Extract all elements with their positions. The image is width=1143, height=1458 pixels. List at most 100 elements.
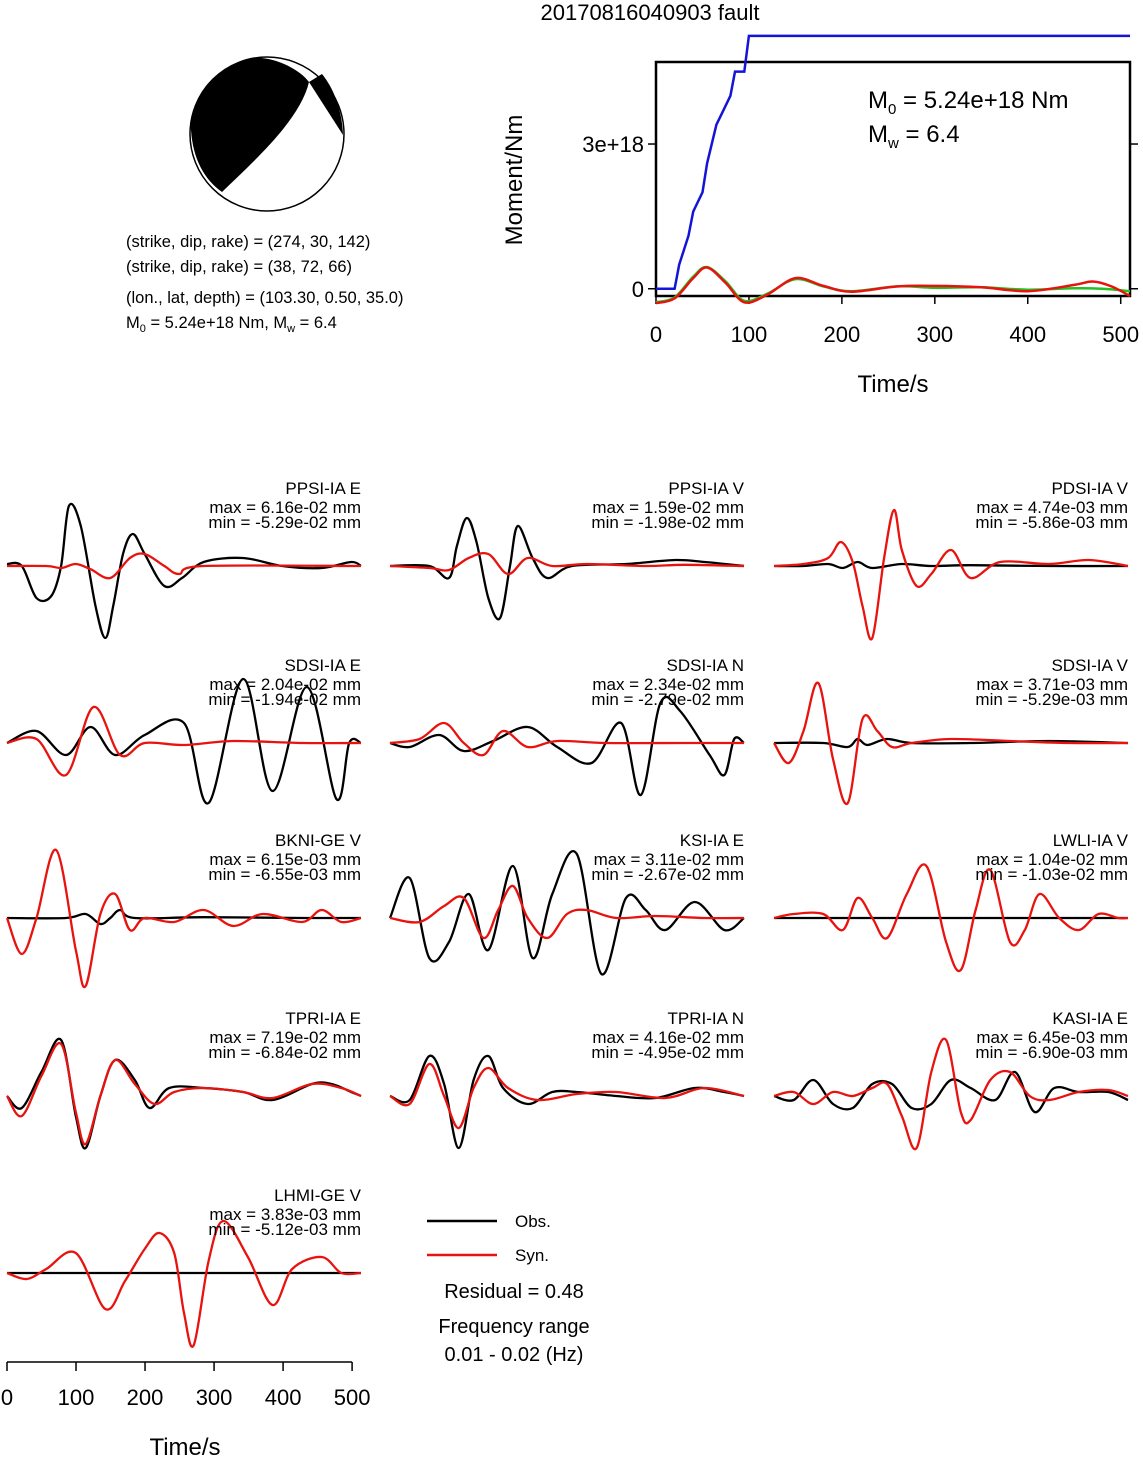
min-amplitude-label: min = -6.55e-03 mm bbox=[208, 865, 361, 884]
synthetic-trace bbox=[389, 884, 745, 940]
max-amplitude-label: max = 6.45e-03 mm bbox=[976, 1028, 1128, 1047]
station-label: LHMI-GE V bbox=[274, 1186, 362, 1205]
moment-y-tick-label: 3e+18 bbox=[582, 132, 644, 157]
max-amplitude-label: max = 1.04e-02 mm bbox=[976, 850, 1128, 869]
synthetic-trace bbox=[389, 1062, 745, 1130]
observed-trace bbox=[6, 908, 362, 926]
moment-annotation-m0: M0 = 5.24e+18 Nm bbox=[868, 87, 1068, 118]
frequency-range-value: 0.01 - 0.02 (Hz) bbox=[445, 1344, 584, 1366]
figure-title: 20170816040903 fault bbox=[541, 0, 760, 25]
station-label: TPRI-IA N bbox=[667, 1009, 744, 1028]
time-axis-tick-label: 500 bbox=[334, 1385, 371, 1410]
synthetic-trace bbox=[6, 705, 362, 777]
max-amplitude-label: max = 2.04e-02 mm bbox=[209, 675, 361, 694]
station-label: SDSI-IA N bbox=[667, 656, 744, 675]
synthetic-trace bbox=[773, 863, 1129, 973]
observed-trace bbox=[773, 1070, 1129, 1114]
synthetic-trace bbox=[773, 681, 1129, 806]
max-amplitude-label: max = 6.16e-02 mm bbox=[209, 498, 361, 517]
moment-x-tick-label: 400 bbox=[1009, 322, 1046, 347]
synthetic-trace bbox=[6, 552, 362, 580]
min-amplitude-label: min = -6.84e-02 mm bbox=[208, 1043, 361, 1062]
min-amplitude-label: min = -5.86e-03 mm bbox=[975, 513, 1128, 532]
waveform-time-axis: 0 100 200 300 400 500 bbox=[1, 1361, 371, 1410]
max-amplitude-label: max = 4.16e-02 mm bbox=[592, 1028, 744, 1047]
moment-x-tick-label: 500 bbox=[1102, 322, 1139, 347]
station-label: PPSI-IA V bbox=[668, 479, 744, 498]
station-label: PDSI-IA V bbox=[1051, 479, 1128, 498]
time-axis-tick-label: 100 bbox=[58, 1385, 95, 1410]
moment-magnitude-line: M0 = 5.24e+18 Nm, Mw = 6.4 bbox=[126, 314, 337, 335]
station-label: PPSI-IA E bbox=[285, 479, 361, 498]
max-amplitude-label: max = 3.83e-03 mm bbox=[209, 1205, 361, 1224]
moment-x-tick-label: 100 bbox=[731, 322, 768, 347]
max-amplitude-label: max = 2.34e-02 mm bbox=[592, 675, 744, 694]
observed-trace bbox=[389, 695, 745, 797]
min-amplitude-label: min = -1.98e-02 mm bbox=[591, 513, 744, 532]
max-amplitude-label: max = 3.71e-03 mm bbox=[976, 675, 1128, 694]
source-parameters: (strike, dip, rake) = (274, 30, 142) (st… bbox=[126, 233, 403, 335]
observed-trace bbox=[6, 677, 362, 805]
min-amplitude-label: min = -1.03e-02 mm bbox=[975, 865, 1128, 884]
legend-syn-label: Syn. bbox=[515, 1246, 549, 1265]
max-amplitude-label: max = 3.11e-02 mm bbox=[594, 850, 744, 869]
legend: Obs. Syn. Residual = 0.48 Frequency rang… bbox=[427, 1212, 590, 1366]
min-amplitude-label: min = -6.90e-03 mm bbox=[975, 1043, 1128, 1062]
synthetic-trace bbox=[773, 1037, 1129, 1151]
min-amplitude-label: min = -5.12e-03 mm bbox=[208, 1220, 361, 1239]
residual-text: Residual = 0.48 bbox=[444, 1281, 584, 1303]
observed-trace bbox=[773, 560, 1129, 570]
frequency-range-title: Frequency range bbox=[438, 1316, 589, 1338]
station-label: LWLI-IA V bbox=[1053, 831, 1129, 850]
moment-x-tick-label: 200 bbox=[824, 322, 861, 347]
location-depth: (lon., lat, depth) = (103.30, 0.50, 35.0… bbox=[126, 289, 403, 307]
moment-y-axis-label: Moment/Nm bbox=[501, 115, 528, 246]
observed-trace bbox=[389, 516, 745, 621]
min-amplitude-label: min = -2.79e-02 mm bbox=[591, 690, 744, 709]
moment-x-tick-label: 300 bbox=[916, 322, 953, 347]
synthetic-trace bbox=[6, 1219, 362, 1348]
synthetic-trace bbox=[389, 721, 744, 757]
observed-trace bbox=[389, 1054, 745, 1150]
min-amplitude-label: min = -1.94e-02 mm bbox=[208, 690, 361, 709]
min-amplitude-label: min = -4.95e-02 mm bbox=[591, 1043, 744, 1062]
focal-mechanism-beachball bbox=[189, 56, 345, 212]
min-amplitude-label: min = -5.29e-03 mm bbox=[975, 690, 1128, 709]
station-label: SDSI-IA E bbox=[284, 656, 361, 675]
max-amplitude-label: max = 7.19e-02 mm bbox=[209, 1028, 361, 1047]
moment-x-axis-label: Time/s bbox=[857, 371, 928, 398]
strike-dip-rake-1: (strike, dip, rake) = (274, 30, 142) bbox=[126, 233, 370, 251]
max-amplitude-label: max = 6.15e-03 mm bbox=[209, 850, 361, 869]
time-axis-tick-label: 400 bbox=[265, 1385, 302, 1410]
min-amplitude-label: min = -5.29e-02 mm bbox=[208, 513, 361, 532]
synthetic-trace bbox=[389, 551, 745, 576]
max-amplitude-label: max = 1.59e-02 mm bbox=[592, 498, 744, 517]
station-label: KASI-IA E bbox=[1052, 1009, 1128, 1028]
moment-annotation-mw: Mw = 6.4 bbox=[868, 121, 960, 152]
moment-x-tick-label: 0 bbox=[650, 322, 662, 347]
time-axis-tick-label: 300 bbox=[196, 1385, 233, 1410]
station-label: BKNI-GE V bbox=[275, 831, 362, 850]
station-label: KSI-IA E bbox=[680, 831, 744, 850]
station-label: SDSI-IA V bbox=[1051, 656, 1128, 675]
observed-trace bbox=[6, 502, 362, 640]
min-amplitude-label: min = -2.67e-02 mm bbox=[591, 865, 744, 884]
time-axis-tick-label: 200 bbox=[127, 1385, 164, 1410]
moment-y-tick-label: 0 bbox=[632, 277, 644, 302]
moment-series-line bbox=[656, 34, 1130, 291]
